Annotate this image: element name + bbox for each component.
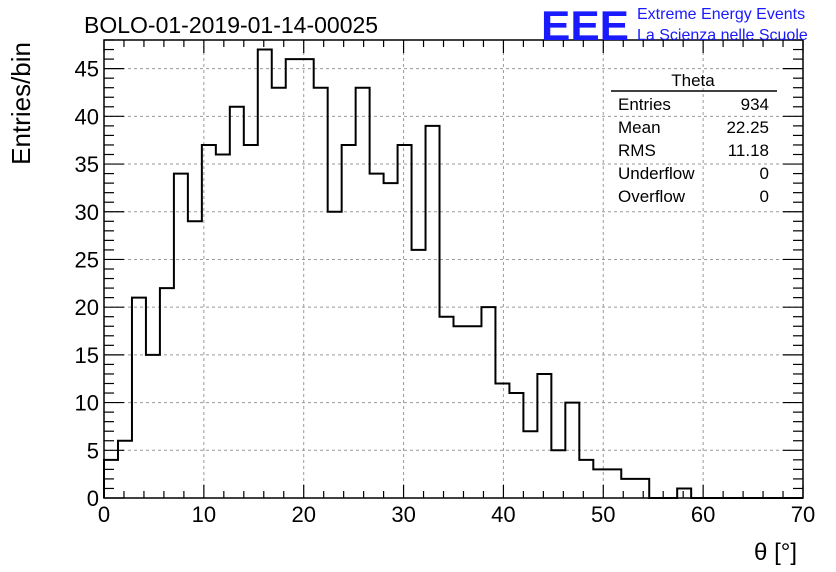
stats-value: 0: [760, 164, 769, 183]
y-tick-label: 40: [75, 104, 99, 129]
stats-value: 934: [741, 95, 769, 114]
plot-frame: [103, 39, 804, 499]
x-tick-label: 50: [591, 502, 615, 527]
y-tick-labels: 0 5 10 15 20 25 30 35 40 45: [75, 57, 99, 511]
stats-value: 0: [760, 187, 769, 206]
y-tick-label: 15: [75, 343, 99, 368]
eee-logo-mark: EEE: [541, 2, 629, 49]
x-tick-label: 20: [291, 502, 315, 527]
stats-label: Underflow: [618, 164, 695, 183]
x-axis-label: θ [°]: [754, 539, 797, 566]
eee-logo: EEE Extreme Energy Events La Scienza nel…: [541, 2, 808, 49]
y-tick-label: 0: [87, 486, 99, 511]
stats-label: RMS: [618, 141, 656, 160]
y-tick-label: 20: [75, 295, 99, 320]
stats-title: Theta: [671, 71, 715, 90]
y-axis-label: Entries/bin: [6, 42, 36, 165]
x-tick-label: 60: [691, 502, 715, 527]
stats-box: Theta Entries 934 Mean 22.25 RMS 11.18 Underfl…: [611, 71, 777, 206]
chart-title: BOLO-01-2019-01-14-00025: [84, 12, 378, 38]
stats-rows: Entries 934 Mean 22.25 RMS 11.18 Underflow 0 Ove…: [618, 95, 769, 206]
x-tick-label: 30: [391, 502, 415, 527]
logo-line-2: La Scienza nelle Scuole: [637, 27, 808, 44]
x-tick-label: 40: [491, 502, 515, 527]
stats-label: Entries: [618, 95, 671, 114]
y-tick-label: 45: [75, 57, 99, 82]
logo-line-1: Extreme Energy Events: [637, 6, 805, 23]
stats-label: Overflow: [618, 187, 686, 206]
x-tick-label: 70: [791, 502, 815, 527]
axis-ticks: [103, 39, 804, 499]
stats-label: Mean: [618, 118, 661, 137]
stats-value: 11.18: [728, 141, 769, 160]
x-tick-label: 0: [98, 502, 110, 527]
grid-lines: [104, 40, 803, 498]
x-tick-label: 10: [192, 502, 216, 527]
stats-value: 22.25: [726, 118, 769, 137]
y-tick-label: 10: [75, 391, 99, 416]
y-tick-label: 25: [75, 247, 99, 272]
histogram-line: [103, 48, 803, 499]
y-tick-label: 5: [87, 438, 99, 463]
y-tick-label: 30: [75, 200, 99, 225]
x-tick-labels: 0 10 20 30 40 50 60 70: [98, 502, 815, 527]
y-tick-label: 35: [75, 152, 99, 177]
